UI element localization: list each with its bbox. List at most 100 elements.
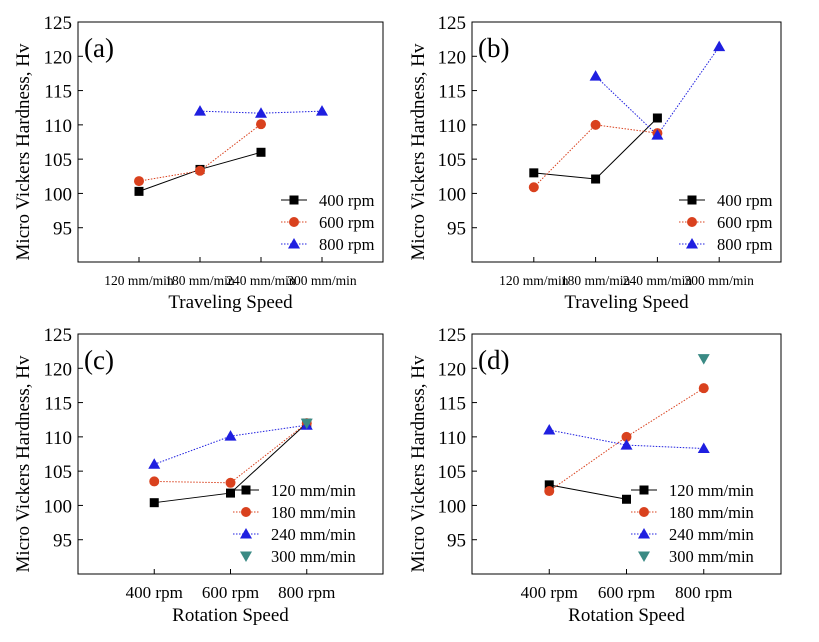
y-tick-label: 95 [53, 219, 72, 240]
legend-marker-1 [687, 195, 697, 205]
legend-marker-1 [639, 485, 649, 495]
data-point-s1-1 [134, 186, 144, 196]
data-point-s4-3 [300, 418, 313, 430]
data-point-s2-2 [225, 477, 236, 488]
legend-label-1: 400 rpm [717, 191, 773, 210]
y-tick-label: 105 [438, 150, 467, 171]
x-tick-label: 400 rpm [126, 583, 183, 602]
y-tick-label: 110 [44, 116, 72, 137]
data-point-s2-1 [149, 476, 160, 487]
data-point-s4-3 [697, 354, 710, 365]
legend-marker-2 [241, 507, 251, 517]
data-point-s1-2 [622, 494, 631, 504]
x-tick-label: 180 mm/min [561, 273, 631, 288]
data-point-s3-3 [255, 107, 267, 118]
legend-marker-3 [288, 238, 300, 249]
panel-label: (b) [478, 33, 509, 63]
plot-frame [77, 21, 384, 263]
legend-marker-2 [639, 507, 649, 517]
x-tick-label: 180 mm/min [165, 273, 235, 288]
data-point-s3-1 [148, 458, 161, 469]
x-tick-label: 800 rpm [675, 583, 732, 602]
y-tick-label: 95 [53, 531, 72, 552]
data-point-s2-1 [134, 176, 144, 187]
y-axis-label: Micro Vickers Hardness, Hv [408, 355, 429, 572]
data-point-s2-1 [528, 182, 539, 193]
y-tick-label: 115 [44, 394, 72, 415]
panel-label: (a) [84, 33, 114, 63]
data-point-s2-2 [621, 431, 632, 442]
y-tick-label: 95 [447, 219, 466, 240]
legend-marker-3 [240, 528, 252, 539]
data-point-s2-3 [698, 383, 709, 394]
panel-label: (c) [84, 345, 114, 375]
legend-label-1: 120 mm/min [271, 481, 356, 500]
y-axis-label: Micro Vickers Hardness, Hv [13, 355, 34, 572]
y-tick-label: 115 [44, 82, 72, 103]
legend-label-4: 300 mm/min [271, 547, 356, 566]
panel-label: (d) [478, 345, 509, 375]
series-line-1 [549, 484, 627, 500]
data-point-s2-2 [590, 119, 601, 130]
y-tick-label: 125 [438, 13, 467, 34]
data-point-s1-2 [591, 174, 601, 184]
y-tick-label: 105 [44, 150, 73, 171]
legend-label-2: 600 rpm [319, 213, 375, 232]
chart-panel-4: 95 100 105 110 115 120 125 400 rpm 600 rpm 800 rp… [408, 325, 782, 626]
data-point-s1-3 [256, 147, 266, 157]
data-point-s2-3 [256, 119, 266, 130]
data-point-s1-1 [529, 168, 539, 178]
legend-label-3: 800 rpm [319, 235, 375, 254]
legend-marker-2 [687, 217, 697, 227]
data-point-s3-4 [713, 40, 726, 52]
x-axis-label: Rotation Speed [568, 605, 685, 626]
y-tick-label: 110 [44, 428, 72, 449]
y-tick-label: 125 [44, 325, 73, 346]
y-tick-label: 105 [44, 462, 73, 483]
data-point-s3-2 [589, 70, 602, 81]
legend-label-3: 240 mm/min [669, 525, 754, 544]
x-tick-label: 800 rpm [278, 583, 335, 602]
y-tick-label: 120 [44, 359, 73, 380]
data-point-s3-3 [651, 129, 664, 140]
legend-label-3: 240 mm/min [271, 525, 356, 544]
y-tick-label: 120 [44, 47, 73, 68]
legend-label-4: 300 mm/min [669, 547, 754, 566]
legend-marker-3 [686, 238, 698, 249]
legend-label-2: 600 rpm [717, 213, 773, 232]
y-tick-label: 115 [438, 82, 466, 103]
x-tick-label: 600 rpm [598, 583, 655, 602]
data-point-s3-4 [316, 105, 328, 116]
y-tick-label: 115 [438, 394, 466, 415]
y-tick-label: 100 [438, 496, 467, 517]
data-point-s1-1 [544, 480, 554, 490]
legend-marker-1 [289, 195, 299, 205]
data-point-s3-3 [697, 442, 710, 454]
chart-panel-3: 95 100 105 110 115 120 125 400 rpm 600 rpm 800 rp… [13, 325, 384, 626]
legend-marker-3 [638, 528, 650, 539]
data-point-s3-2 [224, 430, 237, 441]
x-axis-label: Traveling Speed [564, 292, 689, 313]
data-point-s3-2 [194, 105, 206, 116]
x-tick-label: 240 mm/min [226, 273, 296, 288]
legend-label-1: 120 mm/min [669, 481, 754, 500]
x-axis-label: Traveling Speed [168, 292, 293, 313]
data-point-s3-2 [620, 439, 633, 450]
y-tick-label: 95 [447, 531, 466, 552]
data-point-s3-1 [543, 424, 556, 435]
legend-marker-2 [289, 217, 299, 227]
y-tick-label: 125 [438, 325, 467, 346]
legend-marker-4 [638, 551, 650, 562]
y-tick-label: 100 [44, 496, 73, 517]
y-tick-label: 110 [438, 428, 466, 449]
x-tick-label: 600 rpm [202, 583, 259, 602]
y-tick-label: 105 [438, 462, 467, 483]
y-tick-label: 120 [438, 359, 467, 380]
legend-marker-1 [241, 485, 251, 495]
x-tick-label: 300 mm/min [287, 273, 357, 288]
plot-frame [471, 21, 782, 263]
y-tick-label: 120 [438, 47, 467, 68]
x-tick-label: 300 mm/min [685, 273, 755, 288]
